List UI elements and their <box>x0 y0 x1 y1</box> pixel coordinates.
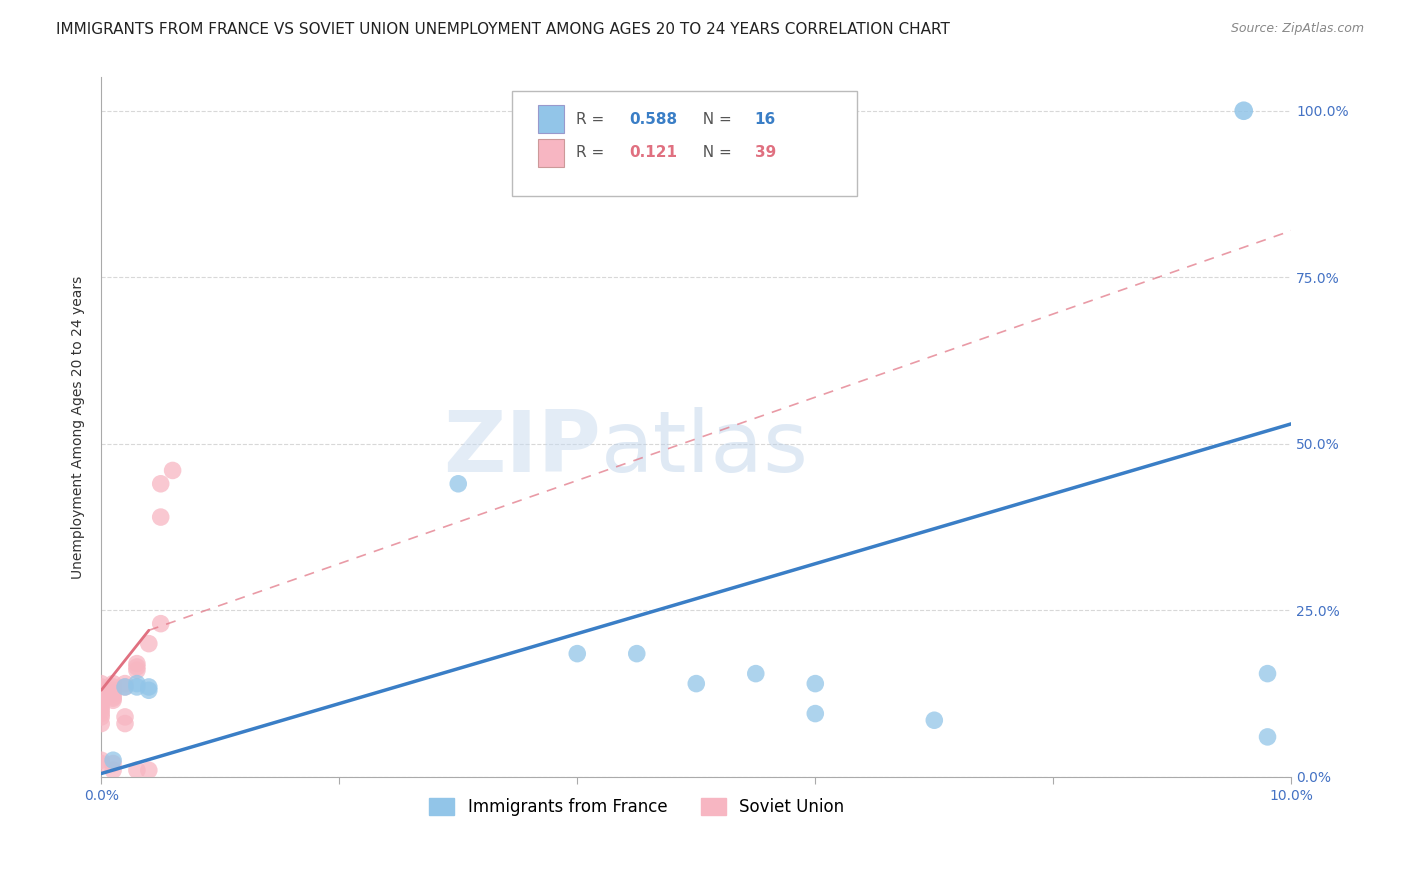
Text: 16: 16 <box>755 112 776 127</box>
Text: N =: N = <box>693 112 737 127</box>
Point <box>90 716 112 731</box>
Point <box>125 676 148 690</box>
Point <box>90 706 112 721</box>
Point <box>101 693 124 707</box>
Point <box>90 753 112 767</box>
Point <box>114 680 136 694</box>
Point <box>125 763 148 777</box>
Text: Source: ZipAtlas.com: Source: ZipAtlas.com <box>1230 22 1364 36</box>
Point <box>125 680 148 694</box>
Point <box>90 691 112 706</box>
Point <box>745 666 768 681</box>
Point <box>804 706 827 721</box>
Point <box>149 616 172 631</box>
Point <box>101 676 124 690</box>
Y-axis label: Unemployment Among Ages 20 to 24 years: Unemployment Among Ages 20 to 24 years <box>72 276 86 579</box>
Text: 0.121: 0.121 <box>630 145 678 161</box>
Text: ZIP: ZIP <box>443 407 600 490</box>
Point <box>149 510 172 524</box>
Point <box>804 676 827 690</box>
Point <box>90 756 112 771</box>
FancyBboxPatch shape <box>538 105 564 134</box>
Point <box>90 683 112 698</box>
Point <box>114 680 136 694</box>
Point <box>90 700 112 714</box>
Point <box>138 763 160 777</box>
FancyBboxPatch shape <box>538 139 564 167</box>
Point <box>90 710 112 724</box>
Point <box>114 716 136 731</box>
FancyBboxPatch shape <box>512 91 856 196</box>
Point <box>1233 103 1256 118</box>
Point <box>101 691 124 706</box>
Point <box>138 683 160 698</box>
Text: 0.588: 0.588 <box>630 112 678 127</box>
Point <box>90 697 112 711</box>
Point <box>125 660 148 674</box>
Point <box>567 647 589 661</box>
Text: N =: N = <box>693 145 737 161</box>
Text: 39: 39 <box>755 145 776 161</box>
Point <box>90 680 112 694</box>
Point <box>101 687 124 701</box>
Point <box>626 647 648 661</box>
Point <box>162 463 184 477</box>
Point <box>125 663 148 677</box>
Point <box>924 713 946 727</box>
Point <box>90 689 112 703</box>
Point <box>138 637 160 651</box>
Point <box>149 476 172 491</box>
Legend: Immigrants from France, Soviet Union: Immigrants from France, Soviet Union <box>420 789 852 824</box>
Point <box>114 676 136 690</box>
Point <box>101 753 124 767</box>
Text: IMMIGRANTS FROM FRANCE VS SOVIET UNION UNEMPLOYMENT AMONG AGES 20 TO 24 YEARS CO: IMMIGRANTS FROM FRANCE VS SOVIET UNION U… <box>56 22 950 37</box>
Text: atlas: atlas <box>600 407 808 490</box>
Point <box>138 680 160 694</box>
Point <box>90 693 112 707</box>
Point <box>101 683 124 698</box>
Point <box>90 703 112 717</box>
Point <box>90 684 112 698</box>
Point <box>125 657 148 671</box>
Text: R =: R = <box>576 145 614 161</box>
Point <box>1257 666 1279 681</box>
Point <box>101 763 124 777</box>
Point <box>90 676 112 690</box>
Point <box>101 690 124 704</box>
Point <box>447 476 470 491</box>
Point <box>685 676 707 690</box>
Point <box>114 710 136 724</box>
Text: R =: R = <box>576 112 609 127</box>
Point <box>1257 730 1279 744</box>
Point <box>101 756 124 771</box>
Point <box>90 683 112 698</box>
Point <box>101 680 124 694</box>
